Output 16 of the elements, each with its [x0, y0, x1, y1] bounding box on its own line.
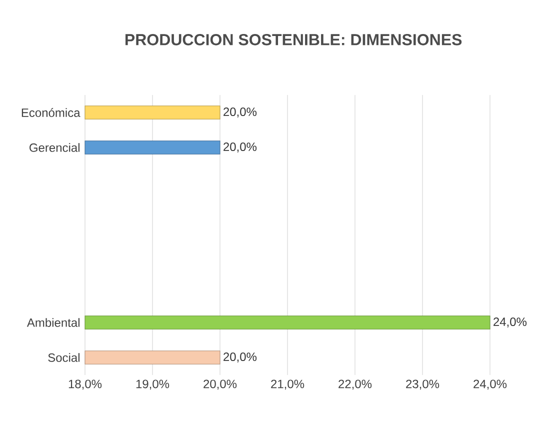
x-tick-label: 19,0% — [136, 380, 170, 390]
y-tick-label: Económica — [22, 108, 80, 117]
y-tick-label: Gerencial — [30, 143, 80, 152]
x-tick-label: 21,0% — [271, 380, 304, 390]
y-tick-label: Ambiental — [26, 318, 80, 327]
x-tick-label: 22,0% — [338, 380, 372, 390]
data-label: 20,0% — [224, 352, 257, 362]
x-tick-label: 20,0% — [204, 380, 237, 390]
y-tick-label: Social — [48, 353, 80, 362]
x-tick-label: 18,0% — [68, 380, 102, 390]
data-label: 20,0% — [224, 142, 257, 152]
chart-title: PRODUCCION SOSTENIBLE: DIMENSIONES — [126, 34, 462, 46]
x-tick-label: 24,0% — [474, 380, 507, 390]
data-label: 20,0% — [224, 108, 257, 118]
data-label: 24,0% — [494, 318, 527, 328]
x-tick-label: 23,0% — [406, 380, 440, 390]
